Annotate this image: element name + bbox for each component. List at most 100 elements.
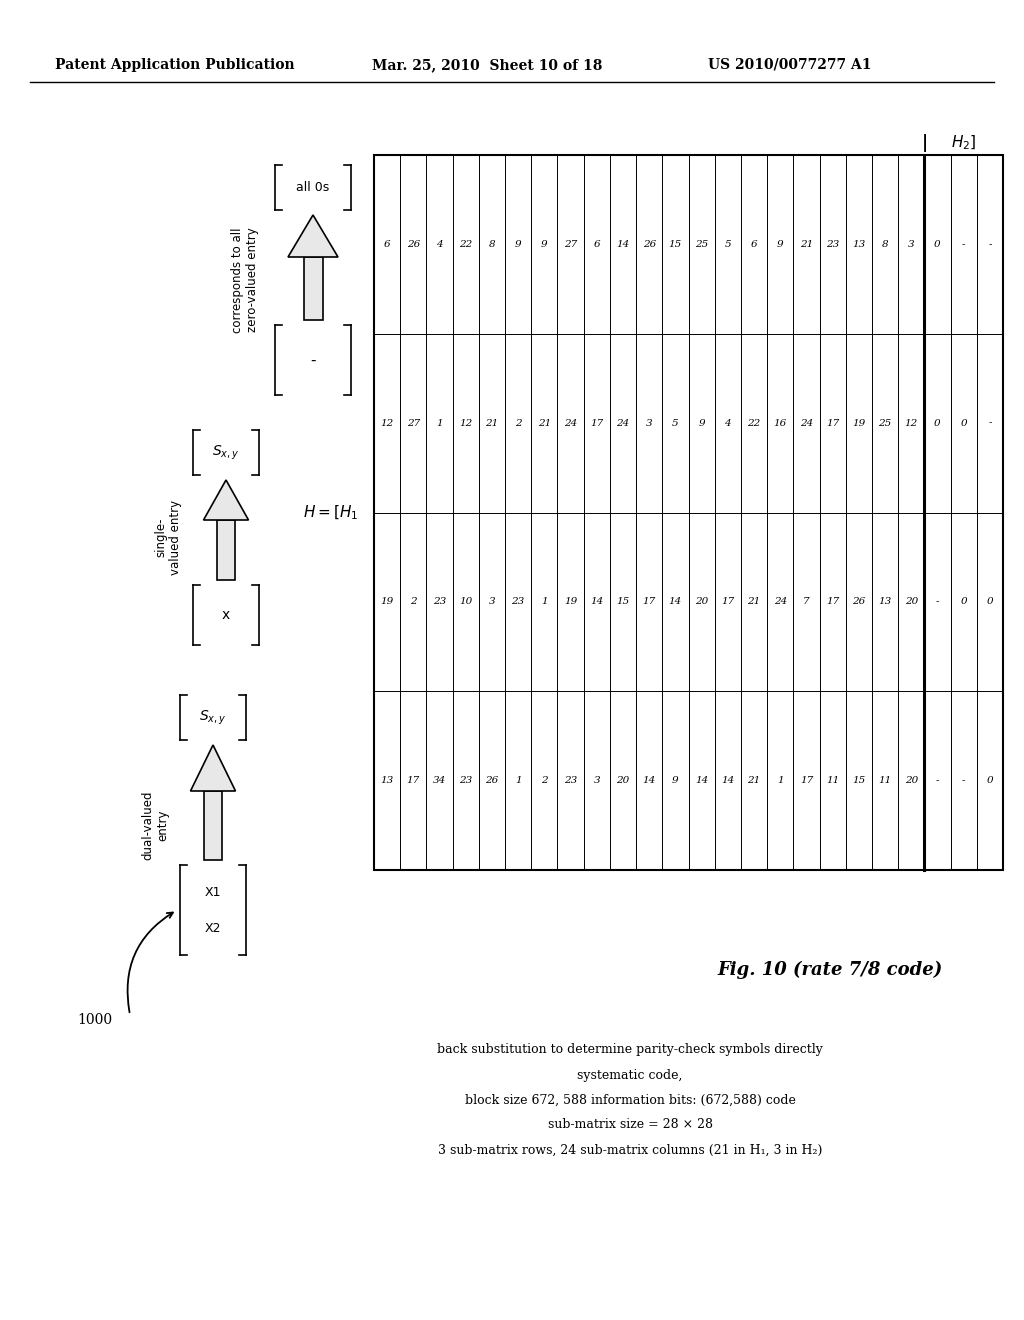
Text: 23: 23 bbox=[564, 776, 578, 785]
Text: 19: 19 bbox=[852, 418, 865, 428]
Text: 19: 19 bbox=[381, 598, 394, 606]
Text: 23: 23 bbox=[433, 598, 446, 606]
Text: back substitution to determine parity-check symbols directly: back substitution to determine parity-ch… bbox=[437, 1044, 823, 1056]
Text: 0: 0 bbox=[986, 598, 993, 606]
Text: 5: 5 bbox=[672, 418, 679, 428]
Text: 0: 0 bbox=[934, 418, 941, 428]
Text: 24: 24 bbox=[564, 418, 578, 428]
Text: 17: 17 bbox=[826, 418, 840, 428]
Text: 1: 1 bbox=[436, 418, 442, 428]
Bar bbox=[205, 791, 221, 861]
Text: 25: 25 bbox=[695, 240, 709, 249]
Text: 20: 20 bbox=[904, 776, 918, 785]
Text: 20: 20 bbox=[616, 776, 630, 785]
Bar bbox=[217, 520, 234, 579]
Text: systematic code,: systematic code, bbox=[578, 1068, 683, 1081]
Text: 15: 15 bbox=[669, 240, 682, 249]
Text: 24: 24 bbox=[800, 418, 813, 428]
Text: -: - bbox=[988, 418, 991, 428]
Text: 12: 12 bbox=[904, 418, 918, 428]
Text: $H = [H_1$: $H = [H_1$ bbox=[303, 503, 358, 521]
Text: 0: 0 bbox=[961, 598, 967, 606]
Text: sub-matrix size = 28 × 28: sub-matrix size = 28 × 28 bbox=[548, 1118, 713, 1131]
Text: 6: 6 bbox=[384, 240, 390, 249]
Text: 17: 17 bbox=[590, 418, 603, 428]
Text: 9: 9 bbox=[672, 776, 679, 785]
Text: 14: 14 bbox=[695, 776, 709, 785]
Text: 13: 13 bbox=[879, 598, 892, 606]
Text: 9: 9 bbox=[698, 418, 705, 428]
Text: 2: 2 bbox=[410, 598, 417, 606]
Text: -: - bbox=[936, 776, 939, 785]
Text: -: - bbox=[962, 776, 966, 785]
Text: 1: 1 bbox=[515, 776, 521, 785]
Text: Fig. 10 (rate 7/8 code): Fig. 10 (rate 7/8 code) bbox=[718, 961, 943, 979]
Text: 3: 3 bbox=[646, 418, 652, 428]
Text: 16: 16 bbox=[773, 418, 786, 428]
Text: $H_2]$: $H_2]$ bbox=[950, 133, 976, 152]
Text: 12: 12 bbox=[381, 418, 394, 428]
Text: -: - bbox=[936, 598, 939, 606]
Text: 13: 13 bbox=[852, 240, 865, 249]
Text: 27: 27 bbox=[564, 240, 578, 249]
Text: -: - bbox=[962, 240, 966, 249]
Text: 14: 14 bbox=[721, 776, 734, 785]
Text: 23: 23 bbox=[826, 240, 840, 249]
Text: 8: 8 bbox=[882, 240, 889, 249]
Text: 2: 2 bbox=[515, 418, 521, 428]
Text: 22: 22 bbox=[748, 418, 761, 428]
Text: all 0s: all 0s bbox=[296, 181, 330, 194]
Text: 17: 17 bbox=[407, 776, 420, 785]
Text: Mar. 25, 2010  Sheet 10 of 18: Mar. 25, 2010 Sheet 10 of 18 bbox=[372, 58, 602, 73]
Text: 20: 20 bbox=[904, 598, 918, 606]
Text: X1: X1 bbox=[205, 886, 221, 899]
Text: 1000: 1000 bbox=[78, 1012, 113, 1027]
Text: 26: 26 bbox=[407, 240, 420, 249]
Text: 1: 1 bbox=[541, 598, 548, 606]
Text: 17: 17 bbox=[800, 776, 813, 785]
Text: 14: 14 bbox=[669, 598, 682, 606]
Text: $S_{x,y}$: $S_{x,y}$ bbox=[212, 444, 240, 462]
Text: 3: 3 bbox=[908, 240, 914, 249]
Bar bbox=[374, 154, 1002, 870]
Text: 7: 7 bbox=[803, 598, 810, 606]
Text: -: - bbox=[310, 352, 315, 367]
Text: 10: 10 bbox=[459, 598, 472, 606]
Text: 20: 20 bbox=[695, 598, 709, 606]
Text: 3 sub-matrix rows, 24 sub-matrix columns (21 in H₁, 3 in H₂): 3 sub-matrix rows, 24 sub-matrix columns… bbox=[438, 1143, 822, 1156]
Text: 17: 17 bbox=[721, 598, 734, 606]
Text: 24: 24 bbox=[773, 598, 786, 606]
Text: $\mathbf{|}$: $\mathbf{|}$ bbox=[922, 132, 928, 154]
Text: 17: 17 bbox=[826, 598, 840, 606]
Text: 11: 11 bbox=[826, 776, 840, 785]
Text: Patent Application Publication: Patent Application Publication bbox=[55, 58, 295, 73]
Text: -: - bbox=[988, 240, 991, 249]
Text: single-
valued entry: single- valued entry bbox=[154, 500, 182, 576]
Text: 26: 26 bbox=[852, 598, 865, 606]
Text: 26: 26 bbox=[485, 776, 499, 785]
Text: 3: 3 bbox=[488, 598, 496, 606]
Text: 6: 6 bbox=[594, 240, 600, 249]
Text: US 2010/0077277 A1: US 2010/0077277 A1 bbox=[709, 58, 871, 73]
Text: 14: 14 bbox=[616, 240, 630, 249]
Text: 23: 23 bbox=[459, 776, 472, 785]
Text: 21: 21 bbox=[748, 776, 761, 785]
Text: 0: 0 bbox=[934, 240, 941, 249]
Text: 17: 17 bbox=[643, 598, 655, 606]
Text: 4: 4 bbox=[436, 240, 442, 249]
Polygon shape bbox=[288, 215, 338, 257]
Text: 13: 13 bbox=[381, 776, 394, 785]
Bar bbox=[303, 257, 323, 319]
Text: 5: 5 bbox=[725, 240, 731, 249]
Text: 23: 23 bbox=[512, 598, 524, 606]
Text: 9: 9 bbox=[541, 240, 548, 249]
Text: 8: 8 bbox=[488, 240, 496, 249]
Text: 21: 21 bbox=[538, 418, 551, 428]
Text: dual-valued
entry: dual-valued entry bbox=[141, 791, 169, 859]
Text: 4: 4 bbox=[725, 418, 731, 428]
Text: 3: 3 bbox=[594, 776, 600, 785]
Text: 15: 15 bbox=[852, 776, 865, 785]
Text: 9: 9 bbox=[777, 240, 783, 249]
Text: 15: 15 bbox=[616, 598, 630, 606]
Text: 12: 12 bbox=[459, 418, 472, 428]
